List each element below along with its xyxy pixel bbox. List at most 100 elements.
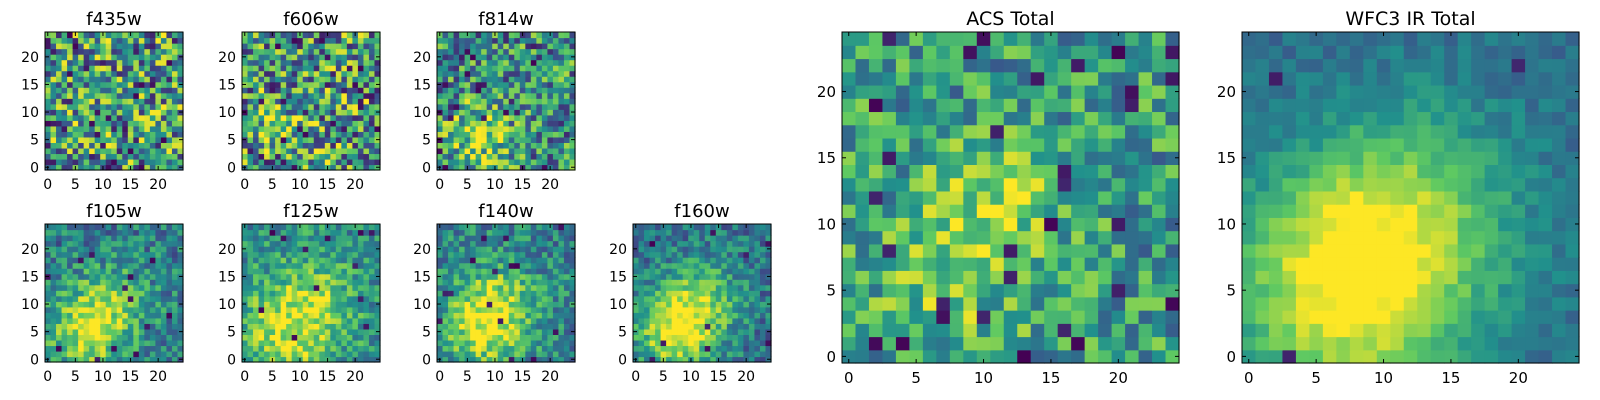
heatmap-cell — [552, 158, 560, 166]
heatmap-cell — [83, 301, 90, 308]
heatmap-cell — [936, 349, 951, 364]
heatmap-cell — [346, 103, 353, 110]
heatmap-cell — [149, 273, 156, 280]
heatmap-cell — [100, 153, 107, 160]
heatmap-cell — [258, 114, 265, 121]
heatmap-cell — [475, 273, 482, 280]
heatmap-cell — [737, 339, 744, 347]
heatmap-cell — [56, 246, 63, 253]
heatmap-cell — [111, 328, 118, 335]
heatmap-cell — [1030, 270, 1045, 285]
heatmap-cell — [94, 350, 101, 358]
heatmap-cell — [247, 290, 254, 297]
heatmap-cell — [363, 251, 370, 258]
heatmap-cell — [688, 350, 695, 358]
heatmap-cell — [688, 240, 695, 247]
heatmap-cell — [341, 153, 348, 160]
heatmap-cell — [922, 323, 937, 338]
heatmap-cell — [726, 290, 733, 297]
x-tick-label: 5 — [71, 369, 80, 385]
heatmap-cell — [67, 120, 74, 127]
heatmap-cell — [133, 356, 140, 363]
heatmap-cell — [78, 224, 85, 231]
heatmap-cell — [448, 279, 455, 286]
heatmap-cell — [569, 235, 576, 242]
heatmap-cell — [470, 295, 477, 302]
heatmap-cell — [363, 158, 370, 166]
heatmap-cell — [558, 120, 565, 127]
heatmap-cell — [704, 306, 711, 313]
heatmap-cell — [552, 262, 560, 269]
heatmap-cell — [319, 147, 326, 155]
heatmap-cell — [453, 92, 460, 99]
heatmap-cell — [530, 65, 537, 72]
heatmap-cell — [688, 290, 695, 297]
heatmap-cell — [308, 279, 315, 286]
heatmap-cell — [357, 224, 365, 231]
heatmap-cell — [503, 334, 510, 341]
heatmap-cell — [368, 158, 376, 166]
heatmap-cell — [138, 120, 145, 127]
heatmap-cell — [453, 164, 460, 171]
heatmap-cell — [56, 147, 63, 155]
heatmap-cell — [286, 125, 293, 132]
heatmap-cell — [61, 356, 68, 363]
heatmap-cell — [171, 262, 179, 269]
heatmap-cell — [715, 328, 722, 335]
x-tick-label: 20 — [346, 177, 364, 193]
heatmap-cell — [138, 240, 145, 247]
heatmap-cell — [319, 65, 326, 72]
heatmap-cell — [655, 257, 662, 264]
heatmap-cell — [50, 98, 57, 105]
heatmap-cell — [111, 43, 118, 50]
heatmap-cell — [280, 246, 287, 253]
heatmap-cell — [563, 350, 571, 358]
heatmap-cell — [363, 284, 370, 291]
heatmap-cell — [519, 295, 526, 302]
heatmap-cell — [324, 317, 331, 324]
heatmap-cell — [319, 295, 326, 302]
heatmap-cell — [363, 32, 370, 39]
y-tick-label: 20 — [609, 242, 627, 258]
heatmap-cell — [699, 224, 706, 231]
heatmap-cell — [726, 317, 733, 324]
heatmap-cell — [963, 270, 978, 285]
heatmap-cell — [100, 268, 107, 275]
heatmap-cell — [61, 43, 68, 50]
heatmap-cell — [715, 246, 722, 253]
heatmap-cell — [765, 235, 772, 242]
heatmap-cell — [242, 59, 249, 66]
heatmap-cell — [475, 98, 482, 105]
heatmap-cell — [247, 164, 254, 171]
heatmap-cell — [464, 317, 471, 324]
heatmap-cell — [324, 257, 331, 264]
heatmap-cell — [459, 109, 466, 116]
heatmap-cell — [437, 229, 444, 236]
heatmap-cell — [291, 356, 298, 363]
heatmap-cell — [105, 147, 112, 155]
heatmap-cell — [45, 125, 52, 132]
x-tick-label: 20 — [346, 369, 364, 385]
heatmap-cell — [759, 317, 767, 324]
heatmap-cell — [569, 251, 576, 258]
heatmap-cell — [122, 98, 129, 105]
heatmap-cell — [78, 268, 85, 275]
heatmap-cell — [638, 356, 645, 363]
heatmap-cell — [765, 295, 772, 302]
heatmap-cell — [111, 109, 118, 116]
heatmap-cell — [558, 103, 565, 110]
x-tick-label: 10 — [682, 369, 700, 385]
heatmap-cell — [464, 87, 471, 94]
heatmap-cell — [83, 164, 90, 171]
heatmap-cell — [291, 246, 298, 253]
heatmap-cell — [166, 350, 173, 358]
heatmap-cell — [525, 65, 532, 72]
y-tick-label: 5 — [618, 325, 627, 341]
heatmap-cell — [563, 312, 571, 319]
heatmap-cell — [297, 306, 304, 313]
heatmap-cell — [319, 103, 326, 110]
heatmap-cell — [363, 136, 370, 143]
heatmap-cell — [149, 290, 156, 297]
heatmap-cell — [133, 125, 140, 132]
heatmap-cell — [258, 279, 265, 286]
